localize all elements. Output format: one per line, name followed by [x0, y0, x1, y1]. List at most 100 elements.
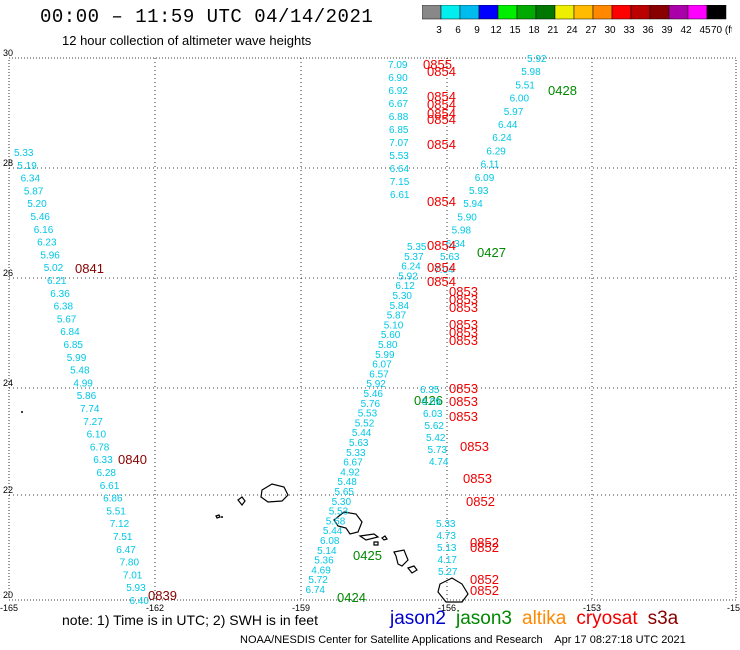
- wave-height-value: 6.07: [372, 360, 392, 371]
- wave-height-value: 5.42: [426, 433, 446, 444]
- wave-height-value: 5.94: [463, 199, 483, 210]
- satellite-legend: jason2 jason3 altika cryosat s3a: [390, 608, 688, 630]
- lat-tick-label: 28: [3, 158, 13, 168]
- wave-height-value: 7.80: [120, 558, 140, 569]
- pass-time-label: 0853: [460, 439, 489, 454]
- pass-time-label: 0854: [427, 137, 456, 152]
- wave-height-value: 6.11: [481, 160, 500, 171]
- island-outline: [358, 533, 380, 541]
- footer-credit: NOAA/NESDIS Center for Satellite Applica…: [240, 634, 686, 646]
- wave-height-value: 5.33: [14, 148, 34, 159]
- wave-height-value: 6.16: [34, 225, 54, 236]
- colorbar-label: 18: [528, 25, 540, 36]
- wave-height-value: 7.12: [110, 519, 130, 530]
- island-outline: [333, 511, 363, 535]
- colorbar-label: 30: [604, 25, 616, 36]
- colorbar-label: 9: [474, 25, 480, 36]
- wave-height-value: 5.98: [521, 67, 541, 78]
- wave-height-value: 5.48: [70, 366, 90, 377]
- wave-height-value: 5.87: [387, 311, 407, 322]
- wave-height-value: 5.13: [437, 543, 457, 554]
- wave-height-value: 5.60: [381, 330, 401, 341]
- island-outline: [237, 496, 246, 506]
- pass-time-label: 0425: [353, 548, 382, 563]
- pass-time-label: 0853: [449, 381, 478, 396]
- map-title: 00:00 – 11:59 UTC 04/14/2021: [40, 6, 374, 28]
- wave-height-value: 5.35: [407, 242, 427, 253]
- wave-height-value: 5.10: [384, 320, 404, 331]
- pass-time-label: 0852: [470, 540, 499, 555]
- wave-height-value: 5.92: [527, 54, 547, 65]
- wave-height-value: 6.90: [388, 73, 408, 84]
- pass-time-label: 0841: [75, 261, 104, 276]
- wave-height-value: 5.63: [349, 438, 369, 449]
- pass-time-label: 0854: [427, 89, 456, 104]
- wave-height-value: 6.08: [320, 536, 340, 547]
- pass-time-label: 0852: [470, 535, 499, 550]
- wave-height-value: 4.92: [340, 467, 360, 478]
- wave-height-value: 6.88: [389, 112, 409, 123]
- colorbar-label: 33: [623, 25, 635, 36]
- wave-height-value: 5.96: [40, 250, 60, 261]
- wave-height-value: 5.90: [457, 212, 477, 223]
- wave-height-value: 6.47: [116, 545, 136, 556]
- wave-height-value: 6.10: [87, 430, 107, 441]
- island-outline: [260, 483, 289, 503]
- lon-tick-label: -156: [438, 603, 456, 613]
- island-outline: [215, 514, 221, 519]
- pass-time-label: 0853: [449, 409, 478, 424]
- colorbar-label: 45: [699, 25, 711, 36]
- wave-height-value: 5.44: [323, 526, 343, 537]
- wave-height-value: 5.53: [389, 151, 409, 162]
- wave-height-value: 5.51: [515, 80, 535, 91]
- lat-tick-label: 30: [3, 48, 13, 58]
- map-subtitle: 12 hour collection of altimeter wave hei…: [62, 33, 312, 48]
- island-outline: [381, 535, 388, 541]
- wave-height-value: 5.30: [332, 497, 352, 508]
- wave-height-value: 7.07: [389, 138, 409, 149]
- wave-height-value: 6.34: [446, 239, 466, 250]
- colorbar-label: 36: [642, 25, 654, 36]
- pass-time-label: 0427: [477, 245, 506, 260]
- islet-marker: [221, 516, 223, 518]
- wave-height-value: 6.21: [47, 276, 67, 287]
- wave-height-value: 5.84: [390, 301, 410, 312]
- pass-time-label: 0854: [427, 64, 456, 79]
- wave-height-value: 5.33: [436, 519, 456, 530]
- wave-height-value: 7.04: [434, 265, 454, 276]
- pass-time-label: 0855: [423, 57, 452, 72]
- wave-height-value: 6.40: [130, 596, 150, 607]
- wave-height-value: 4.74: [429, 457, 449, 468]
- wave-height-value: 5.37: [404, 252, 424, 263]
- pass-time-label: 0853: [449, 325, 478, 340]
- wave-height-value: 5.93: [469, 186, 489, 197]
- pass-time-label: 0852: [470, 583, 499, 598]
- wave-height-value: 7.15: [390, 177, 410, 188]
- colorbar-label: 27: [585, 25, 597, 36]
- pass-time-label: 0854: [427, 260, 456, 275]
- wave-height-value: 6.84: [60, 327, 80, 338]
- wave-height-value: 5.52: [355, 418, 375, 429]
- wave-height-value: 5.02: [44, 263, 64, 274]
- wave-height-value: 6.33: [93, 455, 113, 466]
- pass-time-label: 0852: [470, 572, 499, 587]
- wave-height-value: 5.14: [317, 546, 337, 557]
- lat-tick-label: 22: [3, 485, 13, 495]
- pass-time-label: 0840: [118, 452, 147, 467]
- wave-height-value: 4.17: [438, 555, 458, 566]
- islet-marker: [21, 411, 23, 413]
- wave-height-value: 6.85: [389, 125, 409, 136]
- colorbar-label: 42: [680, 25, 692, 36]
- pass-time-label: 0853: [449, 317, 478, 332]
- pass-time-label: 0853: [449, 284, 478, 299]
- wave-height-value: 5.73: [428, 445, 448, 456]
- wave-height-value: 6.67: [343, 458, 363, 469]
- lon-tick-label: -150: [727, 603, 740, 613]
- wave-height-value: 5.53: [329, 507, 349, 518]
- wave-height-value: 5.80: [378, 340, 398, 351]
- pass-time-label: 0852: [466, 494, 495, 509]
- wave-height-value: 6.44: [498, 120, 518, 131]
- legend-satellite-altika: altika: [522, 608, 567, 629]
- wave-height-value: 4.73: [437, 531, 457, 542]
